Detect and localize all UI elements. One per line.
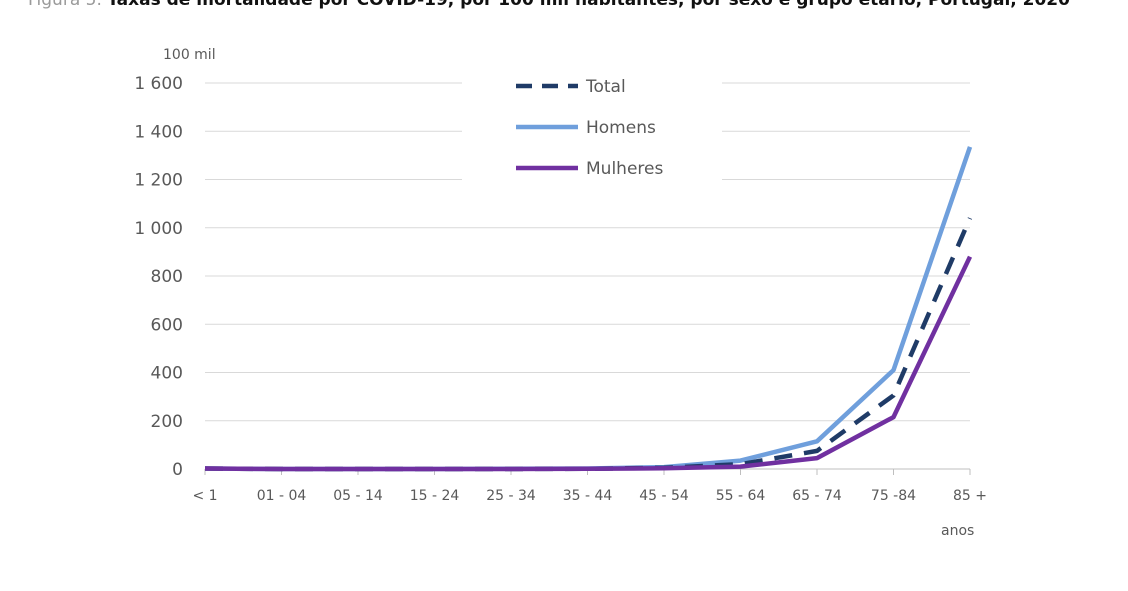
y-tick-label: 1 400 — [134, 122, 183, 142]
y-tick-label: 0 — [172, 460, 183, 480]
y-tick-label: 800 — [151, 267, 183, 287]
legend-background — [462, 73, 722, 183]
figure-number: Figura 5. — [28, 0, 102, 10]
x-tick-label: < 1 — [192, 488, 217, 504]
figure-caption: Figura 5. Taxas de mortalidade por COVID… — [28, 0, 1070, 10]
series-line-mulheres — [204, 255, 973, 472]
legend: Total Homens Mulheres — [516, 77, 663, 179]
legend-label-total: Total — [585, 77, 626, 97]
x-tick-label: 15 - 24 — [410, 488, 460, 504]
x-tick-label: 25 - 34 — [486, 488, 536, 504]
x-tick-label: 65 - 74 — [792, 488, 842, 504]
x-tick-label: 45 - 54 — [639, 488, 689, 504]
y-tick-label: 1 200 — [134, 171, 183, 191]
y-tick-label: 400 — [151, 364, 183, 384]
y-axis-unit-label: 100 mil — [163, 47, 216, 63]
y-tick-label: 1 600 — [134, 74, 183, 94]
x-tick-label: 75 -84 — [871, 488, 916, 504]
x-tick-label: 85 + — [953, 488, 987, 504]
figure-title: Taxas de mortalidade por COVID-19, por 1… — [107, 0, 1070, 10]
x-tick-label: 05 - 14 — [333, 488, 383, 504]
series-lines — [204, 146, 973, 472]
axes: 0 200 400 600 800 1 000 1 200 1 400 1 600 < 1 01 -… — [134, 74, 987, 504]
x-tick-label: 55 - 64 — [716, 488, 766, 504]
gridlines — [205, 73, 970, 422]
legend-label-homens: Homens — [586, 118, 656, 138]
legend-label-mulheres: Mulheres — [586, 159, 663, 179]
series-line-total — [204, 217, 973, 472]
y-tick-label: 600 — [151, 315, 183, 335]
y-tick-label: 200 — [151, 412, 183, 432]
x-tick-label: 01 - 04 — [257, 488, 307, 504]
x-axis-unit-label: anos — [941, 523, 974, 539]
y-tick-label: 1 000 — [134, 219, 183, 239]
x-tick-label: 35 - 44 — [563, 488, 613, 504]
